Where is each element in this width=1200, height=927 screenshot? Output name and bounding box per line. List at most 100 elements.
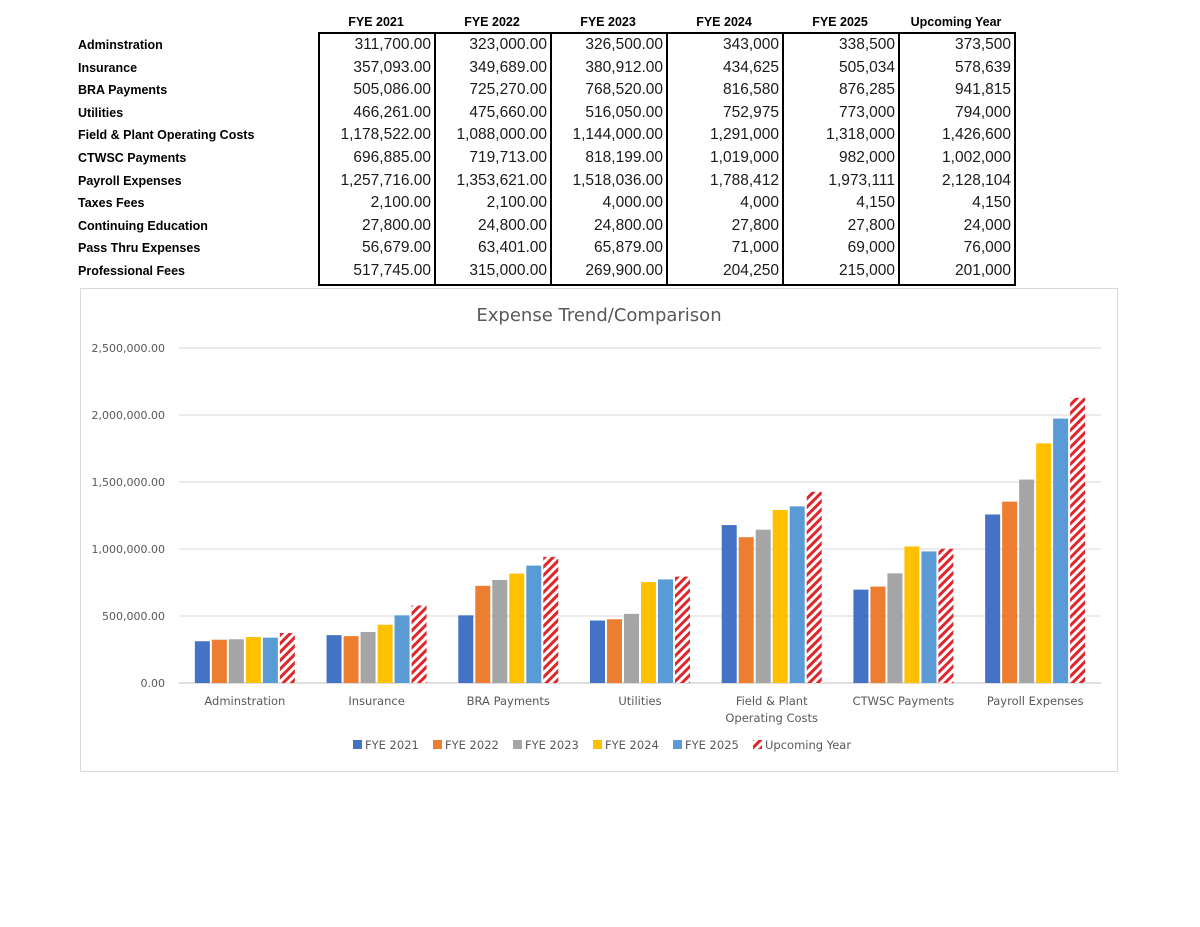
bar — [1036, 443, 1052, 683]
category-label-line: Payroll Expenses — [987, 694, 1084, 708]
table-cell: 27,800.00 — [362, 216, 431, 234]
category-label: Field & Plant Operating Costs — [725, 694, 818, 725]
bar — [789, 506, 805, 683]
bar — [543, 556, 559, 683]
table-cell: 516,050.00 — [585, 103, 663, 121]
row-label: Professional Fees — [78, 264, 185, 278]
table-cell: 2,100.00 — [370, 194, 431, 212]
bar — [458, 615, 474, 683]
y-tick-label: 2,500,000.00 — [92, 342, 165, 355]
table-cell: 2,100.00 — [486, 194, 547, 212]
table-cell: 357,093.00 — [353, 58, 431, 76]
gridlines — [179, 347, 1101, 684]
bar — [641, 582, 656, 683]
column-header: FYE 2022 — [464, 15, 520, 29]
y-tick-label: 1,000,000.00 — [92, 543, 165, 556]
bar — [887, 573, 903, 683]
category-label-line: CTWSC Payments — [853, 694, 955, 708]
bar — [675, 576, 690, 683]
table-cell: 343,000 — [722, 36, 779, 53]
bar — [772, 510, 788, 683]
legend: FYE 2021 FYE 2022 FYE 2023 FYE 2024 FYE 2025… — [353, 738, 851, 752]
chart-svg: Expense Trend/Comparison 0.00 500,000.00 1… — [92, 305, 1101, 752]
table-cell: 27,800 — [847, 216, 895, 234]
row-label: Field & Plant Operating Costs — [78, 128, 255, 143]
bar — [904, 546, 920, 683]
table-cell: 4,000 — [740, 194, 779, 212]
table-cell: 215,000 — [838, 262, 895, 279]
row-label: Taxes Fees — [78, 196, 145, 211]
table-column: 343,000 434,625 816,580 752,975 1,291,000 1,0… — [666, 32, 784, 286]
bar — [377, 624, 393, 683]
legend-swatch — [673, 740, 682, 749]
expense-trend-chart: Expense Trend/Comparison 0.00 500,000.00 1… — [80, 288, 1118, 772]
category-label: Insurance — [348, 694, 404, 708]
table-cell: 941,815 — [954, 81, 1011, 99]
bar — [343, 636, 359, 683]
table-cell: 204,250 — [722, 262, 779, 279]
row-label: Insurance — [78, 60, 138, 75]
category-label-line: Insurance — [348, 694, 404, 708]
table-cell: 876,285 — [838, 81, 895, 99]
bar — [721, 525, 737, 683]
row-label: Adminstration — [78, 38, 163, 52]
table-cell: 1,973,111 — [828, 171, 895, 189]
category-label-line: Utilities — [618, 694, 661, 708]
table-cell: 2,128,104 — [942, 171, 1011, 189]
table-cell: 326,500.00 — [585, 36, 663, 53]
table-cell: 1,291,000 — [710, 126, 779, 144]
table-column: 373,500 578,639 941,815 794,000 1,426,600 1,0… — [898, 32, 1016, 286]
table-cell: 816,580 — [722, 81, 779, 99]
column-header: FYE 2021 — [348, 15, 404, 29]
table-cell: 1,178,522.00 — [340, 126, 431, 144]
legend-swatch — [753, 740, 762, 749]
bar — [394, 615, 410, 683]
y-tick-label: 1,500,000.00 — [92, 476, 165, 489]
table-cell: 578,639 — [954, 58, 1011, 76]
bar — [1002, 501, 1018, 683]
column-header: Upcoming Year — [910, 15, 1002, 29]
legend-swatch — [593, 740, 602, 749]
table-column: 338,500 505,034 876,285 773,000 1,318,000 982… — [782, 32, 900, 286]
table-cell: 1,088,000.00 — [456, 126, 547, 144]
table-cell: 696,885.00 — [353, 149, 431, 166]
bar — [245, 637, 261, 683]
table-cell: 1,788,412 — [710, 171, 779, 189]
category-label: Payroll Expenses — [987, 694, 1084, 708]
table-cell: 56,679.00 — [362, 239, 431, 257]
bar — [492, 580, 508, 683]
table-cell: 24,800.00 — [478, 216, 547, 234]
legend-label: FYE 2025 — [685, 738, 739, 752]
row-label: BRA Payments — [78, 83, 168, 98]
category-label: Adminstration — [204, 694, 285, 708]
table-cell: 69,000 — [847, 239, 895, 257]
table-header-row: FYE 2021 FYE 2022 FYE 2023 FYE 2024 FYE 2025… — [318, 12, 1018, 32]
table-cell: 752,975 — [722, 103, 779, 121]
table-cell: 768,520.00 — [585, 81, 663, 99]
table-cell: 71,000 — [731, 239, 779, 257]
legend-swatch — [433, 740, 442, 749]
legend-swatch — [353, 740, 362, 749]
table-cell: 434,625 — [722, 58, 779, 76]
table-cell: 63,401.00 — [478, 239, 547, 257]
table-cell: 24,000 — [963, 216, 1011, 234]
table-column: 326,500.00 380,912.00 768,520.00 516,050.00… — [550, 32, 668, 286]
table-cell: 794,000 — [954, 103, 1011, 121]
table-cell: 315,000.00 — [469, 262, 547, 279]
y-tick-label: 500,000.00 — [102, 610, 165, 623]
bar — [279, 632, 295, 683]
table-column: 311,700.00 357,093.00 505,086.00 466,261.00… — [318, 32, 436, 286]
table-cell: 1,257,716.00 — [340, 171, 431, 189]
table-cell: 1,144,000.00 — [572, 126, 663, 144]
table-cell: 201,000 — [954, 262, 1011, 279]
category-label-line: Operating Costs — [725, 711, 818, 725]
table-cell: 373,500 — [954, 36, 1011, 53]
bar — [526, 565, 542, 683]
bar — [1019, 479, 1035, 683]
category-label: CTWSC Payments — [853, 694, 955, 708]
table-cell: 27,800 — [731, 216, 779, 234]
table-cell: 4,150 — [856, 194, 895, 212]
table-cell: 1,318,000 — [826, 126, 895, 144]
legend-swatch — [513, 740, 522, 749]
legend-label: Upcoming Year — [765, 738, 851, 752]
